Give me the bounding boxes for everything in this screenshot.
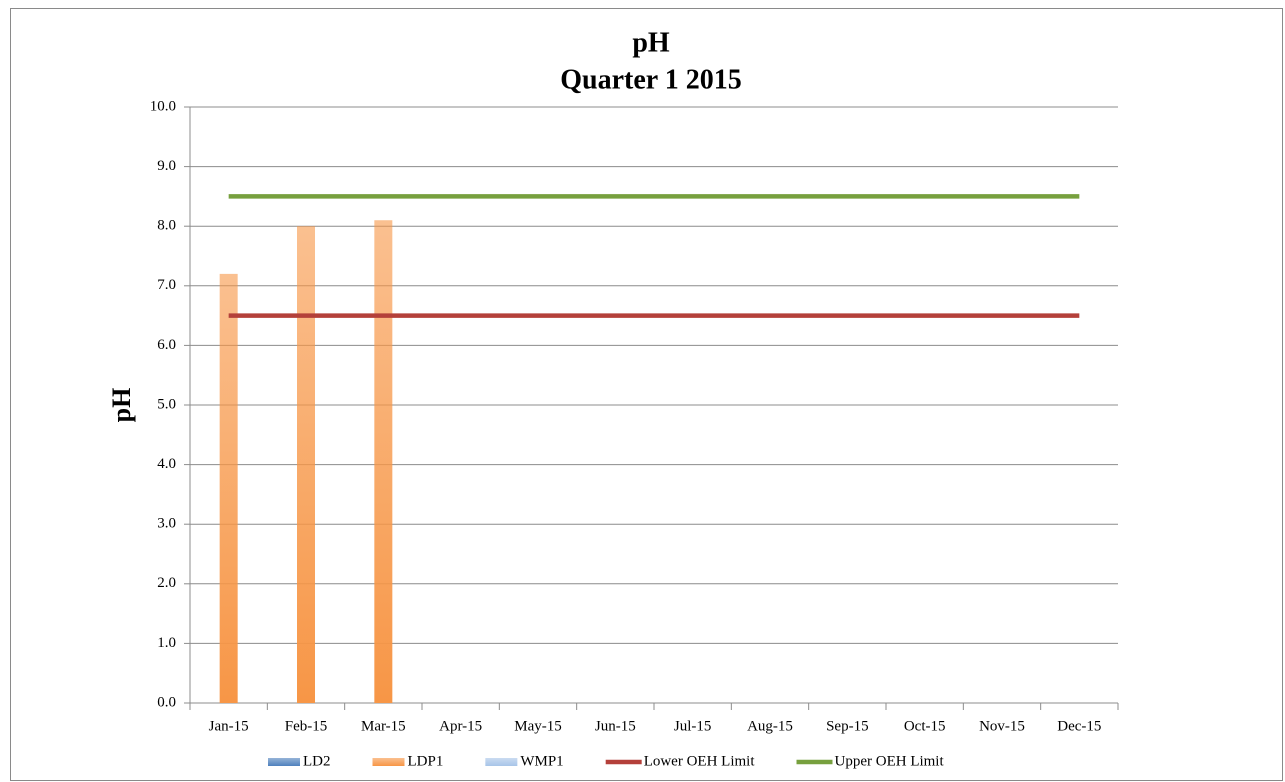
y-tick-label: 7.0: [157, 277, 176, 293]
chart-border: [10, 8, 1283, 781]
x-tick-label: Jul-15: [674, 718, 712, 734]
bar: [219, 273, 238, 703]
x-tick-label: Jun-15: [595, 718, 636, 734]
y-tick-label: 1.0: [157, 635, 176, 651]
y-tick-label: 3.0: [157, 516, 176, 532]
x-tick-label: Dec-15: [1057, 718, 1101, 734]
y-tick-label: 0.0: [157, 694, 176, 710]
legend-item: Lower OEH Limit: [605, 753, 756, 769]
chart-title: pH: [632, 27, 670, 58]
legend-swatch: [485, 758, 518, 766]
legend-label: LD2: [303, 753, 331, 769]
legend-swatch: [372, 758, 405, 766]
y-tick-label: 4.0: [157, 456, 176, 472]
x-tick-label: Nov-15: [979, 718, 1025, 734]
y-tick-label: 10.0: [150, 98, 176, 114]
bar: [374, 220, 393, 704]
x-tick-label: Jan-15: [209, 718, 249, 734]
y-tick-label: 8.0: [157, 218, 176, 234]
legend-item: Upper OEH Limit: [796, 753, 945, 769]
x-tick-label: Oct-15: [904, 718, 946, 734]
legend-label: Lower OEH Limit: [644, 753, 756, 769]
y-tick-label: 2.0: [157, 575, 176, 591]
y-tick-label: 9.0: [157, 158, 176, 174]
legend-item: LDP1: [372, 753, 444, 769]
x-tick-label: Apr-15: [439, 718, 482, 734]
legend-item: WMP1: [485, 753, 564, 769]
legend-label: WMP1: [520, 753, 563, 769]
legend-label: LDP1: [408, 753, 444, 769]
x-tick-label: Aug-15: [747, 718, 793, 734]
legend-item: LD2: [268, 753, 331, 769]
legend-label: Upper OEH Limit: [835, 753, 945, 769]
chart-subtitle: Quarter 1 2015: [560, 64, 741, 95]
y-tick-label: 6.0: [157, 337, 176, 353]
x-tick-label: Mar-15: [361, 718, 406, 734]
y-tick-label: 5.0: [157, 396, 176, 412]
y-axis-title: pH: [107, 388, 136, 423]
x-tick-label: Feb-15: [285, 718, 328, 734]
bar: [297, 226, 315, 703]
legend-swatch: [268, 758, 300, 766]
x-tick-label: Sep-15: [826, 718, 869, 734]
x-tick-label: May-15: [514, 718, 562, 734]
